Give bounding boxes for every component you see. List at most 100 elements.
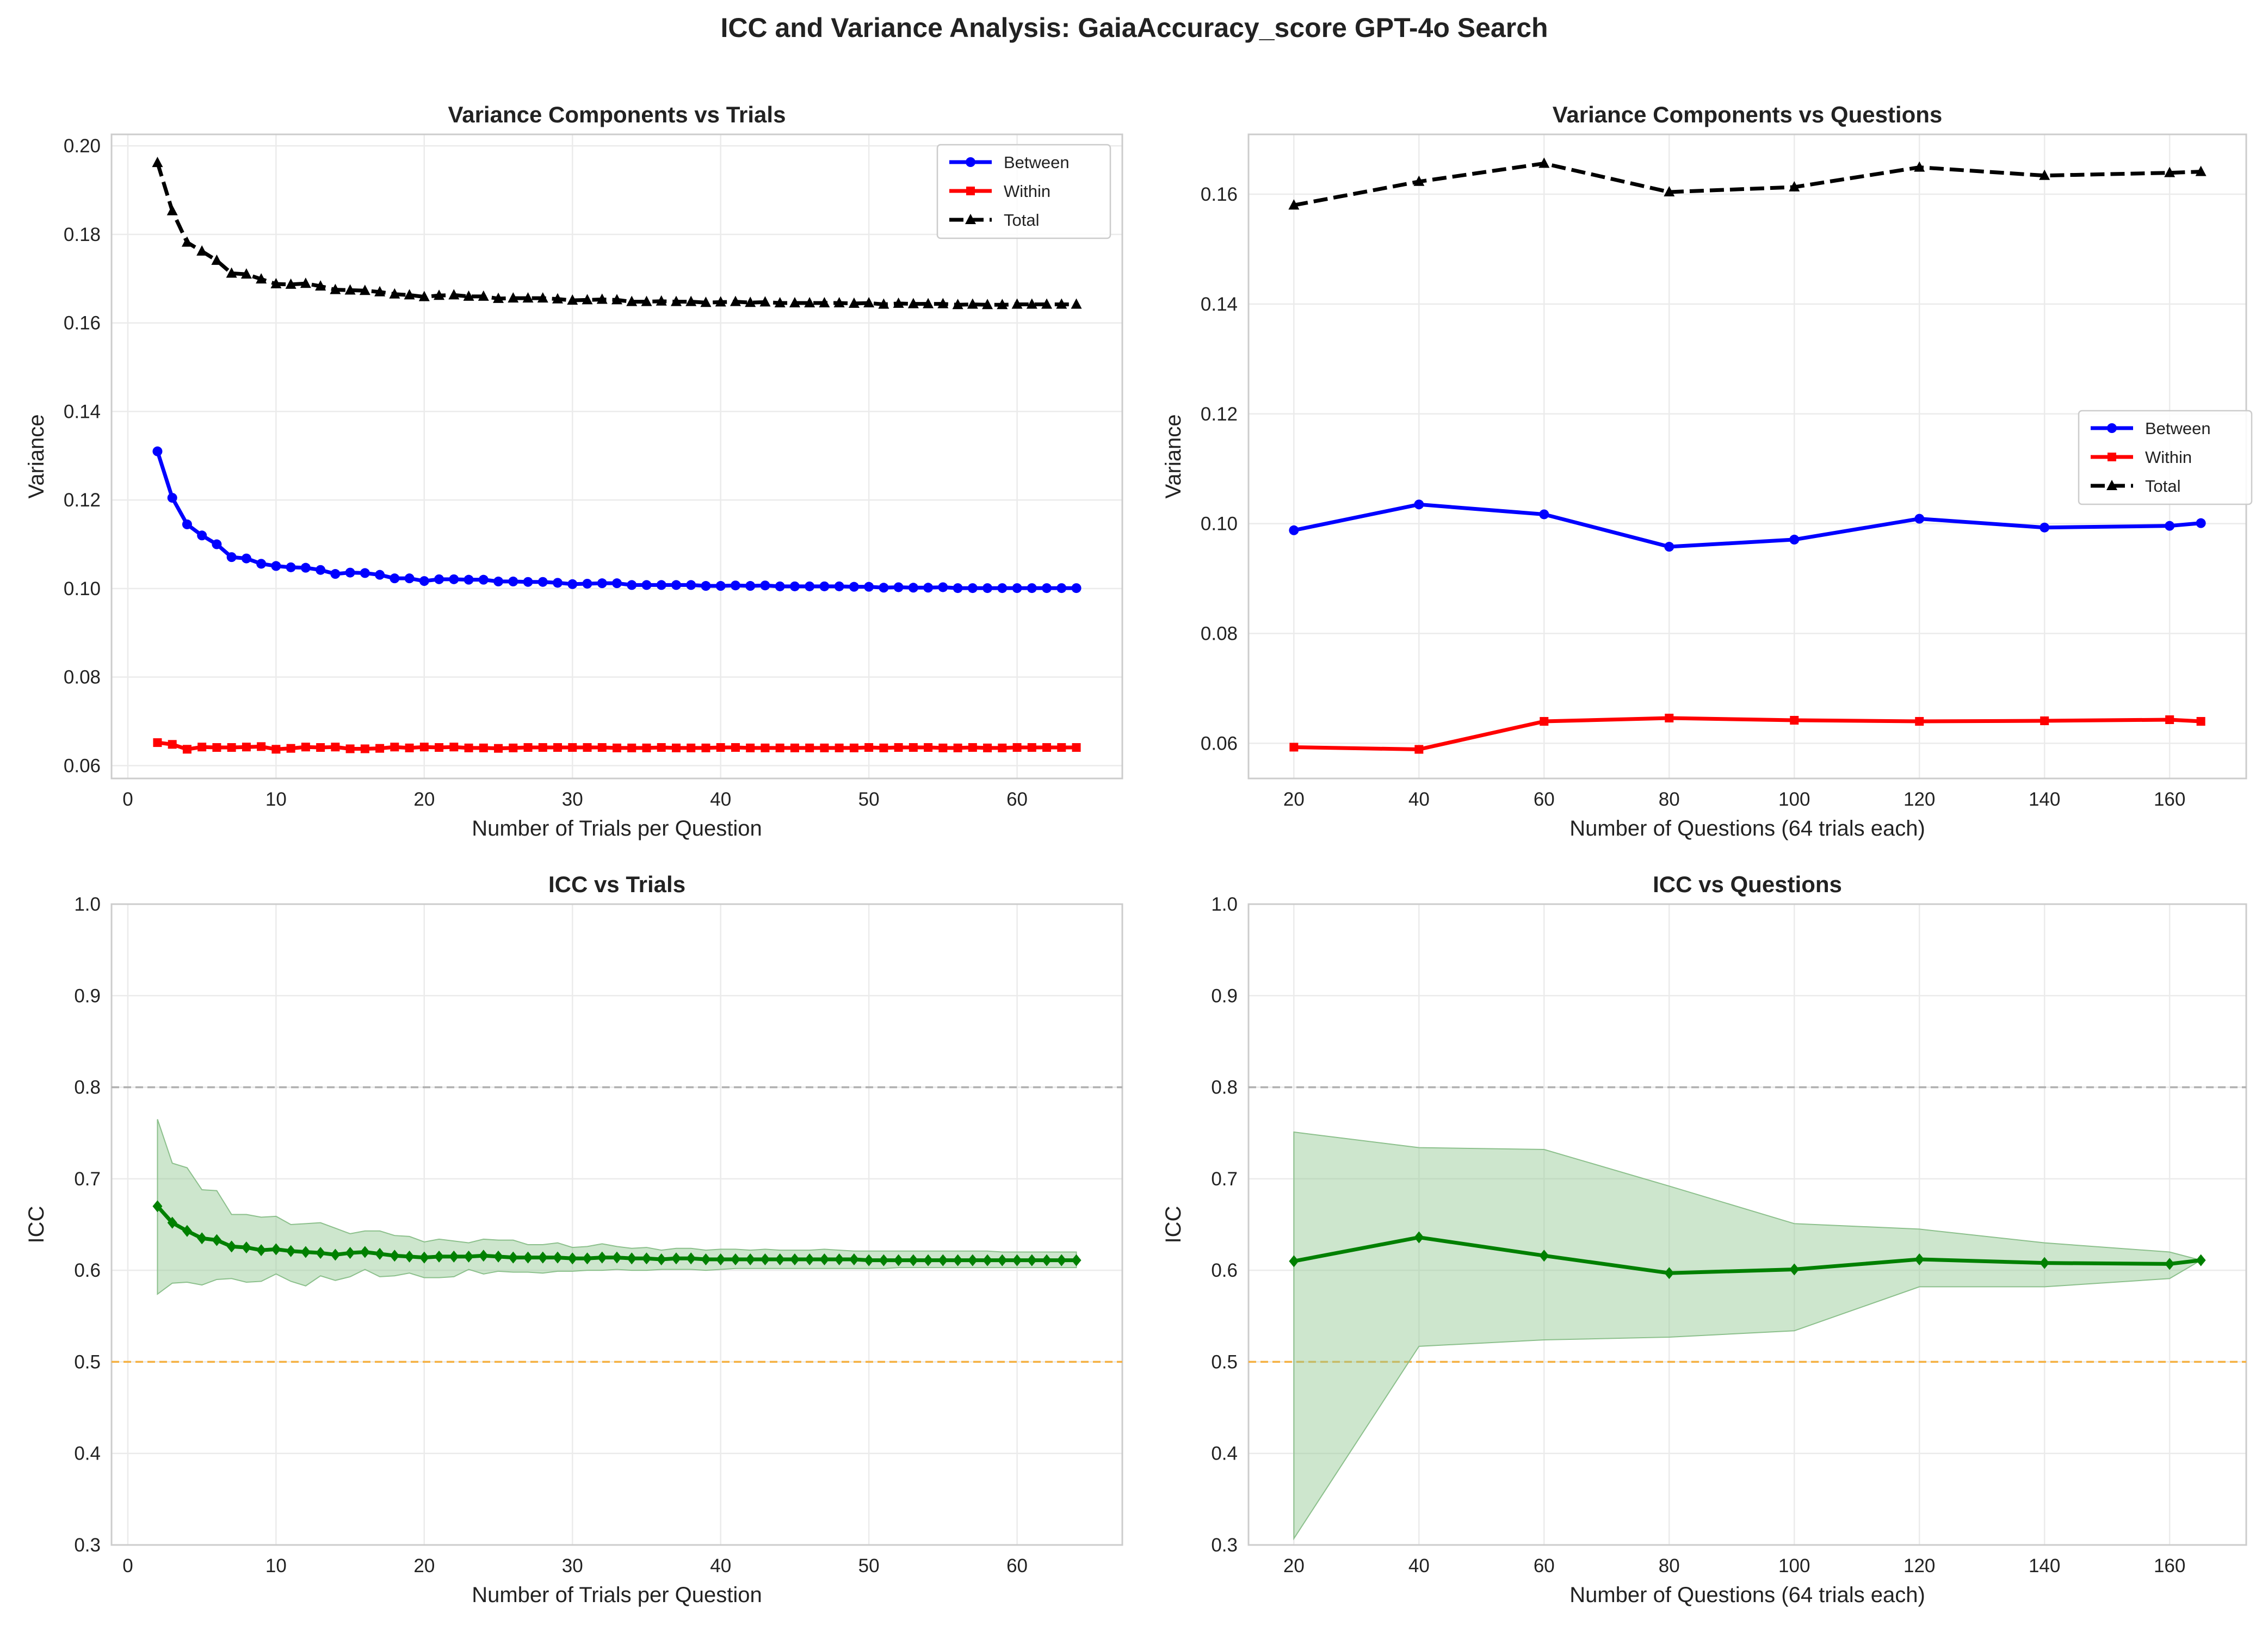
y-tick-label: 0.06 xyxy=(1201,733,1238,754)
data-point xyxy=(998,743,1007,752)
data-point xyxy=(923,298,934,308)
data-point xyxy=(271,1243,281,1256)
data-point xyxy=(152,157,163,168)
data-point xyxy=(300,1246,311,1258)
y-axis-label: ICC xyxy=(1161,1206,1185,1244)
y-tick-label: 0.06 xyxy=(64,755,101,776)
data-point xyxy=(893,297,904,308)
data-point xyxy=(907,298,919,308)
data-point xyxy=(759,296,771,307)
data-point xyxy=(761,743,770,752)
legend: Between Within Total xyxy=(2078,410,2253,505)
data-point xyxy=(182,745,191,754)
data-point xyxy=(641,1252,652,1265)
data-point xyxy=(167,1216,177,1229)
axes-frame xyxy=(110,903,1123,1546)
x-tick-label: 20 xyxy=(413,1555,435,1577)
y-axis-label: Variance xyxy=(24,415,48,499)
data-point xyxy=(1414,745,1424,754)
data-point xyxy=(1914,1253,1925,1265)
x-tick-label: 140 xyxy=(2029,789,2060,810)
y-tick-label: 0.14 xyxy=(1201,294,1238,315)
x-tick-label: 60 xyxy=(1006,1555,1028,1577)
data-point xyxy=(271,561,281,571)
data-point xyxy=(166,205,178,215)
data-point xyxy=(641,295,652,306)
data-point xyxy=(212,1234,222,1246)
y-axis-label: Variance xyxy=(1161,415,1185,499)
axes-frame xyxy=(110,133,1123,780)
data-point xyxy=(760,1253,770,1265)
data-point xyxy=(1538,157,1550,168)
data-point xyxy=(553,578,563,588)
data-point xyxy=(390,573,400,584)
data-point xyxy=(789,581,800,591)
data-point xyxy=(745,1253,756,1265)
confidence-band xyxy=(157,1119,1077,1295)
data-point xyxy=(923,1254,934,1266)
data-point xyxy=(967,298,978,309)
data-point xyxy=(256,273,267,284)
data-point xyxy=(449,743,459,752)
data-point xyxy=(879,743,888,752)
data-point xyxy=(418,290,430,301)
data-point xyxy=(2196,1254,2206,1266)
data-point xyxy=(627,1252,637,1265)
data-point xyxy=(494,744,503,753)
data-point xyxy=(1289,525,1299,535)
data-point xyxy=(553,1251,563,1264)
data-point xyxy=(153,738,162,747)
y-tick-label: 0.10 xyxy=(1201,514,1238,535)
data-point xyxy=(419,576,429,586)
data-point xyxy=(316,565,326,575)
data-point xyxy=(316,743,325,752)
chart-icc_questions: 20 40 60 80 100 120 140 160 0.3 0.4 0.5 0.6 0.7 0.8 0.… xyxy=(1161,871,2247,1607)
data-point xyxy=(449,574,459,584)
data-point xyxy=(686,1252,696,1265)
data-point xyxy=(286,562,296,572)
data-point xyxy=(508,292,519,303)
data-point xyxy=(656,1253,666,1265)
x-tick-label: 80 xyxy=(1659,789,1680,810)
x-tick-label: 80 xyxy=(1659,1555,1680,1577)
data-point xyxy=(182,519,192,529)
data-point xyxy=(197,530,207,541)
x-tick-label: 20 xyxy=(1283,1555,1305,1577)
data-point xyxy=(1414,1231,1424,1244)
legend-label: Between xyxy=(1004,153,1070,172)
data-point xyxy=(360,1246,370,1258)
data-point xyxy=(611,294,622,305)
data-point xyxy=(419,1251,429,1264)
data-point xyxy=(730,295,741,306)
data-point xyxy=(938,582,948,592)
data-point xyxy=(686,580,696,590)
x-tick-label: 10 xyxy=(265,1555,287,1577)
data-point xyxy=(1539,509,1549,520)
data-point xyxy=(612,578,622,589)
data-point xyxy=(493,576,504,586)
data-point xyxy=(359,285,370,295)
data-point xyxy=(537,1251,548,1264)
data-point xyxy=(582,1252,592,1265)
x-tick-label: 30 xyxy=(562,789,583,810)
data-point xyxy=(241,1241,251,1254)
data-point xyxy=(596,293,608,304)
data-point xyxy=(967,583,978,594)
series-icc xyxy=(152,1200,1082,1266)
y-tick-label: 1.0 xyxy=(1211,894,1238,915)
data-point xyxy=(700,296,712,307)
data-point xyxy=(893,1254,904,1266)
data-point xyxy=(1789,1263,1800,1276)
figure-title: ICC and Variance Analysis: GaiaAccuracy_… xyxy=(720,13,1548,43)
data-point xyxy=(671,743,681,752)
data-point xyxy=(300,562,311,573)
data-point xyxy=(390,1250,400,1262)
data-point xyxy=(449,1250,459,1263)
data-point xyxy=(360,568,370,578)
x-tick-label: 50 xyxy=(858,1555,880,1577)
x-tick-label: 140 xyxy=(2029,1555,2060,1577)
data-point xyxy=(2040,716,2049,726)
data-point xyxy=(745,581,756,591)
data-point xyxy=(1789,534,1800,545)
x-axis-label: Number of Trials per Question xyxy=(472,817,762,840)
